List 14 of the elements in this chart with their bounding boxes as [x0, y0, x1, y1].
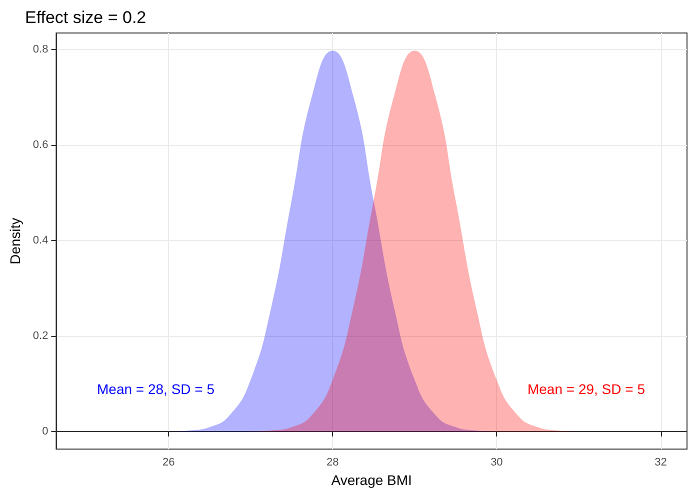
y-tick-label: 0.6 [32, 139, 48, 152]
x-tick-label: 32 [654, 456, 667, 469]
x-tick-label: 28 [326, 456, 339, 469]
y-tick-label: 0.8 [32, 44, 48, 56]
chart-title: Effect size = 0.2 [25, 8, 146, 27]
y-tick-label: 0.2 [32, 330, 48, 342]
y-axis-title: Density [7, 218, 23, 264]
annotation: Mean = 29, SD = 5 [527, 381, 646, 397]
y-tick-label: 0.4 [32, 234, 48, 247]
x-tick-label: 30 [490, 456, 503, 469]
x-axis-title: Average BMI [331, 472, 412, 488]
y-tick-label: 0 [42, 425, 48, 438]
annotation: Mean = 28, SD = 5 [97, 381, 215, 397]
x-tick-label: 26 [162, 456, 175, 469]
